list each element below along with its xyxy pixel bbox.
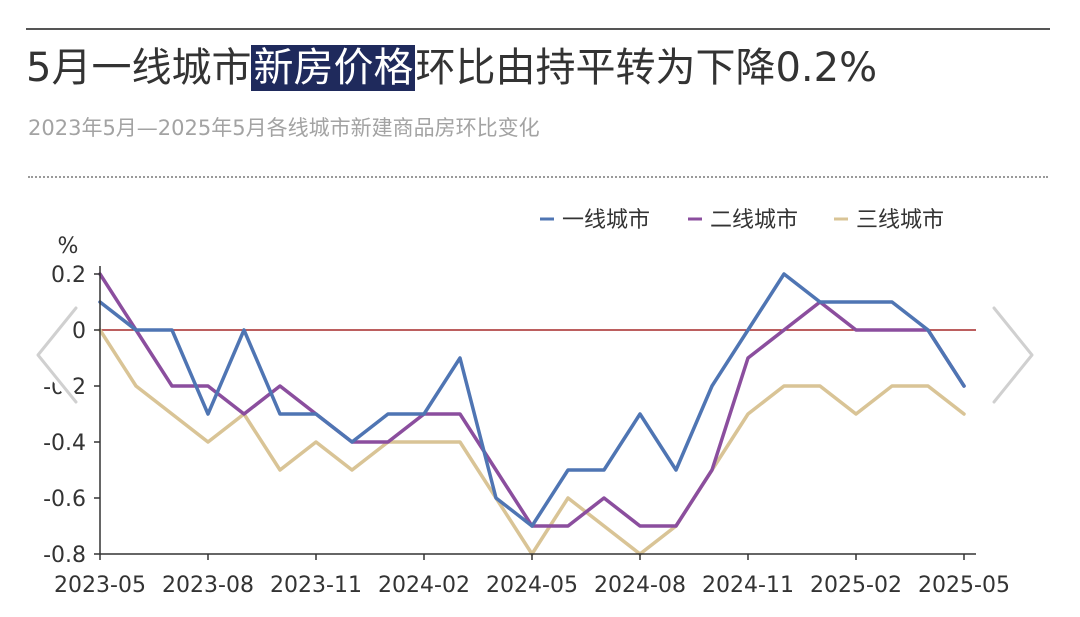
y-tick-label: 0 — [72, 319, 86, 344]
dotted-divider — [28, 176, 1048, 178]
legend-label: 一线城市 — [562, 208, 650, 233]
x-tick-label: 2024-02 — [378, 573, 470, 598]
legend-label: 二线城市 — [710, 208, 798, 233]
series-line-2 — [98, 272, 966, 528]
x-tick-label: 2023-05 — [54, 573, 146, 598]
x-tick-label: 2024-05 — [486, 573, 578, 598]
title-after: 环比由持平转为下降0.2% — [415, 45, 878, 91]
title-before: 5月一线城市 — [26, 45, 252, 91]
x-tick-label: 2023-08 — [162, 573, 254, 598]
legend-label: 三线城市 — [856, 208, 944, 233]
x-tick-label: 2024-11 — [702, 573, 794, 598]
y-axis-unit: % — [58, 234, 79, 259]
y-tick-label: -0.4 — [43, 431, 86, 456]
axis-layer: 0.20-0.2-0.4-0.6-0.8%2023-05 2023-08 2023-… — [43, 234, 1010, 598]
title-highlight: 新房价格 — [251, 45, 416, 91]
lines-layer — [98, 272, 966, 556]
chart-subtitle: 2023年5月—2025年5月各线城市新建商品房环比变化 — [28, 116, 540, 140]
page-title: 5月一线城市新房价格环比由持平转为下降0.2% — [26, 38, 877, 98]
x-tick-label: 2025-05 — [918, 573, 1010, 598]
y-tick-label: -0.6 — [43, 487, 86, 512]
x-tick-label: 2025-02 — [810, 573, 902, 598]
chevron-left-icon — [33, 303, 81, 407]
legend: 一线城市 二线城市 三线城市 — [540, 208, 944, 233]
chevron-right-icon — [989, 303, 1037, 407]
next-button[interactable] — [984, 300, 1044, 410]
x-tick-label: 2024-08 — [594, 573, 686, 598]
y-tick-label: 0.2 — [51, 263, 86, 288]
prev-button[interactable] — [26, 300, 86, 410]
top-rule — [26, 28, 1050, 30]
y-tick-label: -0.8 — [43, 543, 86, 568]
x-tick-label: 2023-11 — [270, 573, 362, 598]
series-line-1 — [98, 272, 966, 528]
